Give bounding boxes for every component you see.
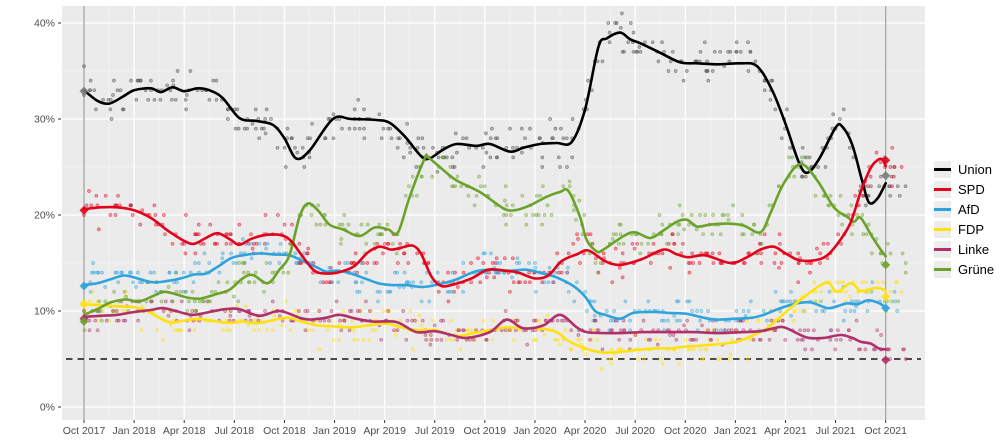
x-tick-label: Oct 2021: [864, 425, 907, 437]
x-tick-label: Jan 2018: [112, 425, 155, 437]
x-tick-label: Jan 2020: [513, 425, 556, 437]
legend-entry-afd: AfD: [934, 200, 994, 219]
election-result-diamond-spd-2017: [79, 205, 89, 215]
legend-label: Grüne: [958, 262, 995, 277]
legend-key-line-icon: [934, 241, 951, 258]
x-tick-label: Oct 2020: [664, 425, 707, 437]
legend-label: Linke: [958, 242, 990, 257]
x-tick-label: Jan 2019: [313, 425, 356, 437]
x-tick-label: Oct 2017: [63, 425, 106, 437]
x-tick-label: Jul 2019: [415, 425, 455, 437]
trend-line-union: [82, 31, 887, 205]
plot-panel: [62, 6, 925, 420]
election-result-diamond-afd-2017: [79, 281, 89, 291]
legend-label: FDP: [958, 222, 984, 237]
y-tick-label: 40%: [34, 18, 55, 30]
trend-line-linke: [82, 306, 887, 351]
x-tick-label: Apr 2021: [764, 425, 807, 437]
y-tick-label: 0%: [40, 402, 55, 414]
legend-entry-fdp: FDP: [934, 220, 994, 239]
y-tick-label: 20%: [34, 210, 55, 222]
legend-key-line-icon: [934, 161, 951, 178]
legend-key-line-icon: [934, 201, 951, 218]
trend-line-spd: [82, 157, 887, 288]
x-tick-label: Apr 2019: [363, 425, 406, 437]
legend-label: SPD: [958, 182, 985, 197]
election-result-diamond-union-2017: [79, 86, 89, 96]
election-result-diamond-spd-2021: [881, 155, 891, 165]
x-tick-label: Jul 2018: [214, 425, 254, 437]
scatter-union: [82, 11, 908, 208]
legend-entry-spd: SPD: [934, 180, 994, 199]
x-tick-label: Apr 2018: [163, 425, 206, 437]
legend-entry-grune: Grüne: [934, 260, 994, 279]
x-tick-label: Jul 2020: [615, 425, 655, 437]
x-tick-label: Apr 2020: [564, 425, 607, 437]
election-result-diamond-union-2021: [881, 171, 891, 181]
legend-key-line-icon: [934, 221, 951, 238]
y-tick-label: 10%: [34, 306, 55, 318]
election-result-diamond-grüne-2021: [881, 260, 891, 270]
legend-key-line-icon: [934, 181, 951, 198]
legend: Union SPD AfD FDP Linke Grüne: [934, 160, 994, 280]
legend-label: AfD: [958, 202, 980, 217]
y-tick-label: 30%: [34, 114, 55, 126]
election-result-diamond-linke-2021: [881, 355, 891, 365]
election-result-diamond-fdp-2017: [79, 299, 89, 309]
legend-label: Union: [958, 162, 992, 177]
legend-key-line-icon: [934, 261, 951, 278]
x-tick-label: Oct 2018: [263, 425, 306, 437]
x-tick-label: Oct 2019: [464, 425, 507, 437]
election-result-diamond-afd-2021: [881, 303, 891, 313]
legend-entry-union: Union: [934, 160, 994, 179]
trend-line-fdp: [82, 281, 887, 355]
x-tick-label: Jan 2021: [714, 425, 757, 437]
election-result-diamond-grüne-2017: [79, 317, 89, 327]
trend-line-afd: [82, 252, 887, 321]
legend-entry-linke: Linke: [934, 240, 994, 259]
trend-line-grüne: [82, 153, 887, 317]
x-tick-label: Jul 2021: [816, 425, 856, 437]
election-result-diamond-fdp-2021: [881, 292, 891, 302]
